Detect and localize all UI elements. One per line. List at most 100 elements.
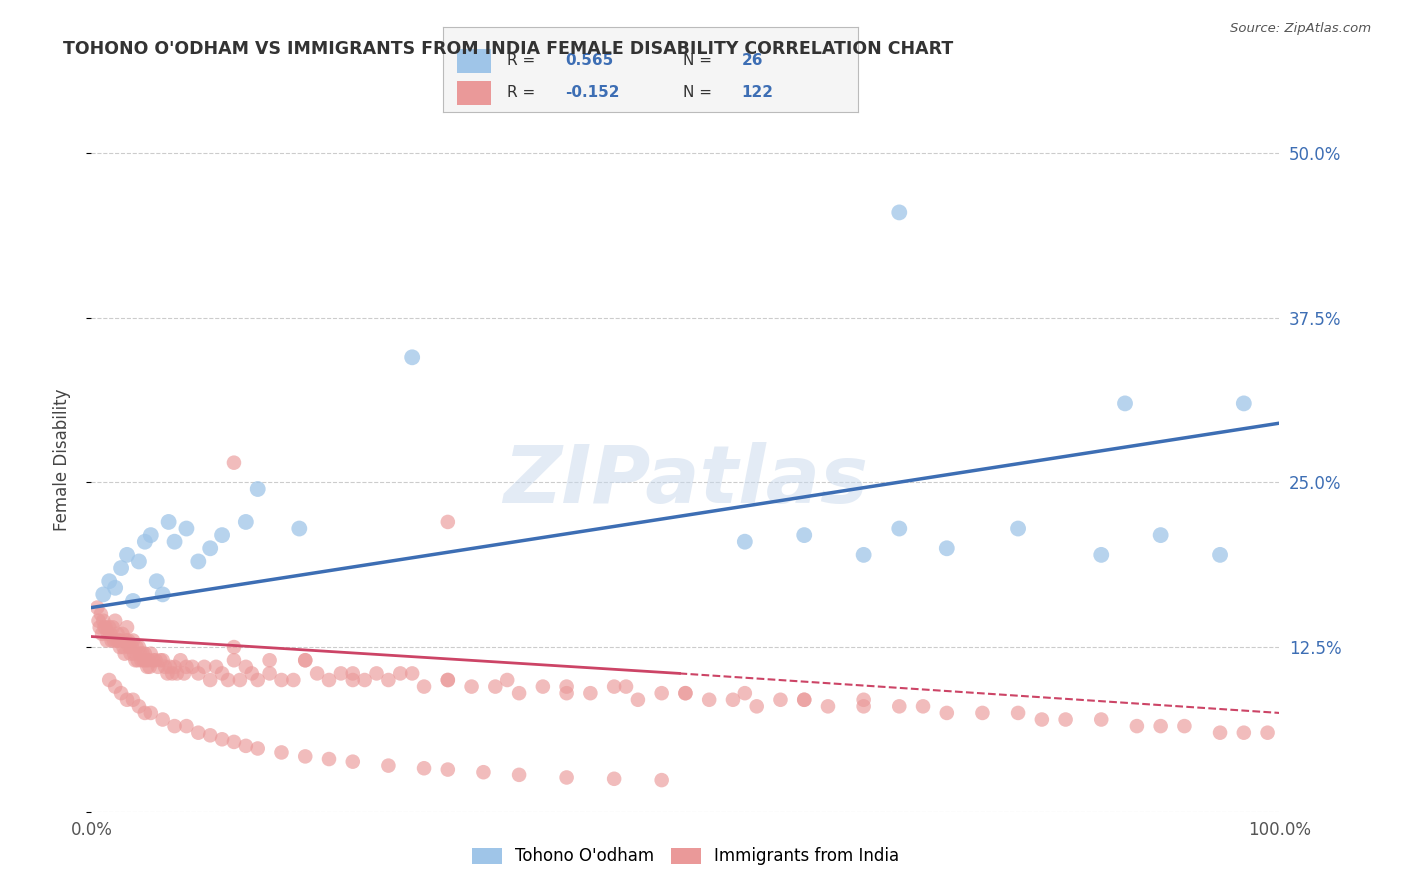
Point (1209, 725, 1232, 739)
Point (181, 660, 204, 674)
Point (484, 680, 506, 694)
Point (200, 541, 222, 556)
Text: 122: 122 (741, 86, 773, 101)
Point (153, 660, 176, 674)
Point (146, 660, 169, 674)
Point (555, 680, 578, 694)
Point (389, 666, 412, 681)
Point (852, 692, 875, 706)
Point (129, 647, 152, 661)
Point (436, 763, 458, 777)
Point (555, 686, 578, 700)
Point (112, 640, 135, 654)
Point (1233, 396, 1256, 410)
Point (104, 680, 127, 694)
Point (122, 633, 145, 648)
Point (135, 653, 157, 667)
Point (217, 673, 239, 687)
Point (145, 653, 167, 667)
Point (129, 653, 152, 667)
Point (270, 673, 292, 687)
Point (107, 633, 129, 648)
Point (157, 515, 180, 529)
Point (169, 653, 191, 667)
Point (283, 673, 305, 687)
Point (852, 548, 875, 562)
Point (187, 725, 209, 739)
Point (413, 761, 436, 775)
Point (222, 653, 245, 667)
Point (1007, 706, 1029, 720)
Point (246, 673, 269, 687)
Point (128, 699, 150, 714)
Point (127, 653, 149, 667)
Point (342, 673, 364, 687)
Point (329, 666, 352, 681)
Point (193, 660, 215, 674)
Point (889, 522, 911, 536)
Point (1054, 713, 1077, 727)
Point (132, 653, 155, 667)
Point (579, 686, 602, 700)
Point (817, 699, 839, 714)
Point (200, 673, 222, 687)
Point (1090, 548, 1112, 562)
Point (187, 554, 209, 568)
Point (176, 522, 198, 536)
Point (697, 692, 720, 706)
Point (115, 633, 138, 648)
Point (124, 653, 146, 667)
Point (138, 653, 160, 667)
Text: ZIPatlas: ZIPatlas (503, 442, 868, 519)
Point (173, 666, 195, 681)
Point (401, 351, 423, 365)
Point (413, 680, 436, 694)
Point (91, 614, 114, 628)
Text: 26: 26 (741, 54, 763, 68)
Point (745, 699, 768, 714)
Point (136, 660, 159, 674)
Point (108, 640, 131, 654)
Point (377, 673, 399, 687)
Point (377, 758, 399, 772)
Point (110, 561, 132, 575)
Point (222, 735, 245, 749)
Point (1233, 725, 1256, 739)
Text: R =: R = (508, 54, 536, 68)
Point (121, 640, 143, 654)
Point (734, 534, 756, 549)
Point (342, 666, 364, 681)
Point (91, 627, 114, 641)
Text: 0.565: 0.565 (565, 54, 613, 68)
Point (259, 666, 281, 681)
Point (1090, 713, 1112, 727)
Point (603, 772, 626, 786)
Point (104, 614, 127, 628)
Point (935, 541, 957, 556)
Point (734, 686, 756, 700)
Point (211, 666, 233, 681)
Point (138, 660, 160, 674)
Point (401, 666, 423, 681)
Bar (457, 81, 491, 104)
Point (1126, 719, 1149, 733)
Point (651, 773, 673, 788)
Point (93, 620, 115, 634)
Point (496, 673, 519, 687)
Point (149, 653, 172, 667)
Point (627, 692, 650, 706)
Point (889, 699, 911, 714)
Point (911, 699, 934, 714)
Point (91, 587, 114, 601)
Point (294, 653, 316, 667)
Point (235, 515, 257, 529)
Point (240, 666, 263, 681)
Point (122, 594, 145, 608)
Point (246, 482, 269, 496)
Point (87, 614, 110, 628)
Point (122, 692, 145, 706)
Point (651, 686, 673, 700)
Point (889, 205, 911, 219)
Point (118, 640, 141, 654)
Point (472, 765, 495, 780)
